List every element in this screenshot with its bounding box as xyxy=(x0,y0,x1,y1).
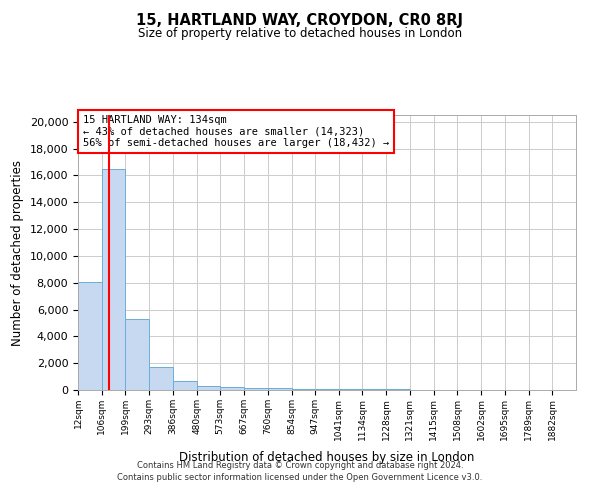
Bar xyxy=(197,386,220,390)
Bar xyxy=(244,388,268,390)
Text: Size of property relative to detached houses in London: Size of property relative to detached ho… xyxy=(138,28,462,40)
Y-axis label: Number of detached properties: Number of detached properties xyxy=(11,160,24,346)
Bar xyxy=(292,388,315,390)
Bar xyxy=(315,389,339,390)
Bar xyxy=(268,388,292,390)
Bar xyxy=(220,388,244,390)
X-axis label: Distribution of detached houses by size in London: Distribution of detached houses by size … xyxy=(179,451,475,464)
Text: 15, HARTLAND WAY, CROYDON, CR0 8RJ: 15, HARTLAND WAY, CROYDON, CR0 8RJ xyxy=(137,12,464,28)
Bar xyxy=(125,319,149,390)
Bar xyxy=(339,389,362,390)
Bar xyxy=(173,382,197,390)
Text: Contains HM Land Registry data © Crown copyright and database right 2024.
Contai: Contains HM Land Registry data © Crown c… xyxy=(118,461,482,482)
Text: 15 HARTLAND WAY: 134sqm
← 43% of detached houses are smaller (14,323)
56% of sem: 15 HARTLAND WAY: 134sqm ← 43% of detache… xyxy=(83,115,389,148)
Bar xyxy=(78,282,102,390)
Bar xyxy=(149,366,173,390)
Bar xyxy=(102,168,125,390)
